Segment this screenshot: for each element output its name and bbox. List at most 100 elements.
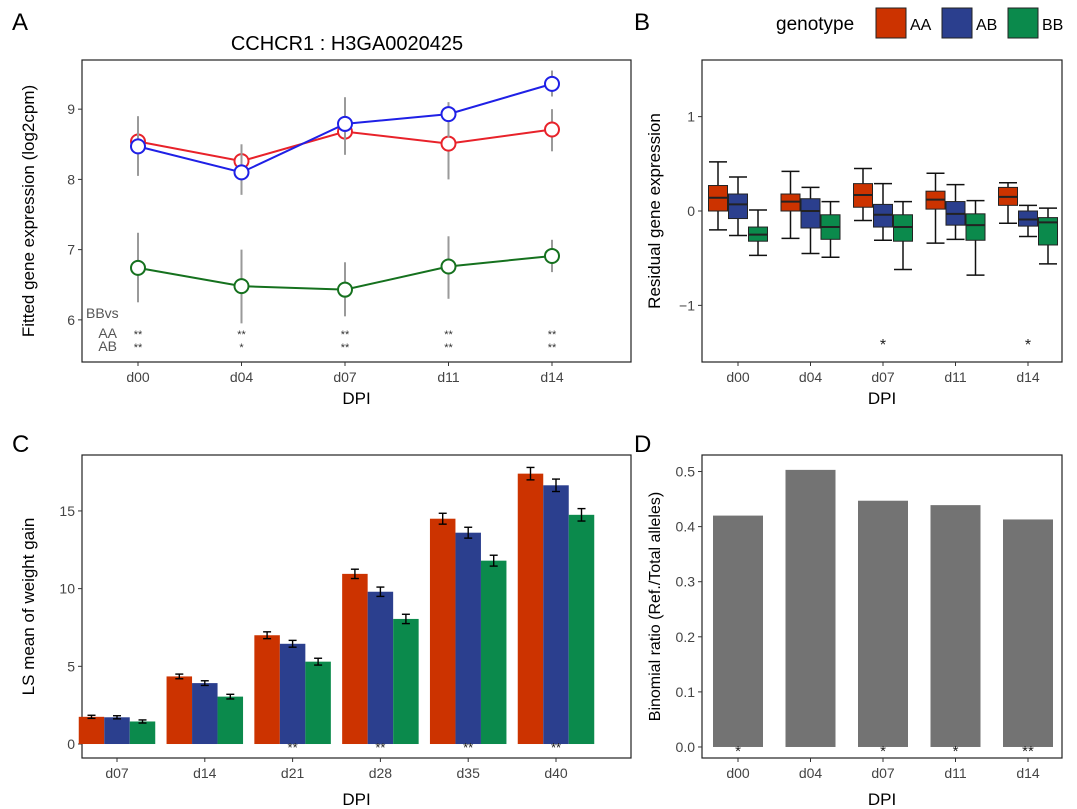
y-tick-label: 0.4 bbox=[676, 519, 696, 535]
box-ab bbox=[728, 193, 748, 220]
annotation-row-label: AA bbox=[98, 325, 117, 341]
significance-mark: ** bbox=[341, 329, 350, 341]
x-tick-label: d11 bbox=[437, 369, 460, 385]
x-tick-label: d14 bbox=[1016, 369, 1040, 385]
bar bbox=[930, 505, 981, 747]
data-point-bb bbox=[544, 247, 560, 264]
data-point-ab bbox=[440, 106, 457, 123]
box-ab bbox=[800, 198, 821, 229]
x-tick-label: d07 bbox=[105, 765, 129, 781]
annotation-row-label: AB bbox=[98, 338, 117, 354]
y-tick-label: 0.0 bbox=[676, 739, 696, 755]
panel-letter-c: C bbox=[12, 431, 29, 458]
y-tick-label: 5 bbox=[67, 658, 75, 674]
annotation-header: BBvs bbox=[86, 305, 119, 321]
x-tick-label: d04 bbox=[230, 369, 254, 385]
x-tick-label: d07 bbox=[871, 765, 895, 781]
data-point-aa bbox=[440, 135, 457, 152]
x-tick-label: d00 bbox=[126, 369, 150, 385]
data-point-bb bbox=[337, 281, 353, 298]
data-point-bb bbox=[130, 259, 146, 276]
x-tick-label: d07 bbox=[871, 369, 895, 385]
plot-frame bbox=[81, 454, 632, 759]
significance-mark: ** bbox=[444, 329, 453, 341]
significance-mark: * bbox=[1025, 337, 1031, 354]
bar-ab bbox=[279, 643, 306, 745]
panel-letter-b: B bbox=[634, 9, 650, 36]
bar-bb bbox=[129, 721, 156, 745]
panel-c-bar-chart: 0 5 10 15 d07 d14 d21 d28 d35 d40 DPI LS mean of we… bbox=[19, 454, 632, 809]
legend-swatch-bb bbox=[1007, 7, 1039, 39]
bar-bb bbox=[217, 696, 244, 745]
legend-title: genotype bbox=[776, 14, 854, 35]
y-tick-label: 8 bbox=[67, 171, 75, 187]
significance-mark: ** bbox=[237, 329, 246, 341]
x-axis-label: DPI bbox=[868, 389, 896, 408]
bar-bb bbox=[480, 560, 507, 745]
significance-mark: ** bbox=[551, 740, 561, 755]
legend-label-bb: BB bbox=[1042, 17, 1063, 34]
x-tick-label: d40 bbox=[544, 765, 568, 781]
y-tick-label: 0.1 bbox=[676, 684, 696, 700]
x-axis-label: DPI bbox=[868, 790, 896, 809]
panel-letter-d: D bbox=[634, 431, 651, 458]
bar-bb bbox=[568, 514, 595, 745]
y-tick-label: 0.2 bbox=[676, 629, 696, 645]
y-tick-label: 7 bbox=[67, 242, 75, 258]
bar-aa bbox=[429, 518, 456, 745]
x-tick-label: d07 bbox=[333, 369, 357, 385]
significance-mark: ** bbox=[463, 740, 473, 755]
bar-aa bbox=[517, 473, 544, 745]
box-bb bbox=[965, 213, 986, 241]
legend-label-aa: AA bbox=[910, 17, 932, 34]
legend-swatch-ab bbox=[941, 7, 973, 39]
significance-mark: ** bbox=[288, 740, 298, 755]
x-tick-label: d28 bbox=[369, 765, 393, 781]
y-tick-label: −1 bbox=[679, 297, 695, 313]
panel-a-title: CCHCR1 : H3GA0020425 bbox=[231, 33, 463, 55]
data-point-bb bbox=[233, 278, 250, 295]
panel-a-line-chart: 6 7 8 9 d00 d04 d07 d11 d14 DPI Fitted gene expres… bbox=[19, 59, 632, 408]
significance-mark: ** bbox=[134, 329, 143, 341]
significance-mark: ** bbox=[341, 342, 350, 354]
bar-aa bbox=[254, 635, 280, 745]
y-tick-label: 0 bbox=[67, 736, 75, 752]
y-tick-label: 9 bbox=[67, 101, 75, 117]
bar bbox=[1003, 519, 1053, 747]
panel-b-box-plot: −1 0 1 d00 d04 d07 d11 d14 DPI Residual gene expr… bbox=[645, 59, 1063, 408]
plot-frame bbox=[701, 454, 1063, 759]
significance-mark: ** bbox=[548, 342, 557, 354]
data-point-aa bbox=[544, 121, 560, 138]
significance-mark: * bbox=[735, 743, 741, 760]
significance-mark: * bbox=[953, 743, 959, 760]
significance-mark: ** bbox=[1022, 743, 1034, 760]
y-axis-label: Residual gene expression bbox=[645, 113, 664, 309]
x-tick-label: d21 bbox=[281, 765, 305, 781]
y-tick-label: 15 bbox=[59, 503, 75, 519]
data-point-ab bbox=[233, 164, 250, 181]
significance-mark: ** bbox=[134, 342, 143, 354]
x-tick-label: d11 bbox=[944, 765, 967, 781]
y-tick-label: 6 bbox=[67, 312, 75, 328]
bar-aa bbox=[342, 573, 368, 745]
bar bbox=[858, 500, 908, 747]
x-tick-label: d11 bbox=[944, 369, 967, 385]
bar-ab bbox=[543, 485, 569, 745]
y-tick-label: 0 bbox=[687, 203, 695, 219]
significance-mark: ** bbox=[548, 329, 557, 341]
bar bbox=[713, 515, 763, 747]
y-tick-label: 10 bbox=[59, 581, 75, 597]
significance-mark: * bbox=[880, 337, 886, 354]
panel-letter-a: A bbox=[12, 9, 28, 36]
bar-ab bbox=[455, 532, 481, 745]
y-tick-label: 1 bbox=[687, 109, 695, 125]
bar-ab bbox=[367, 591, 394, 745]
significance-mark: ** bbox=[444, 342, 453, 354]
significance-mark: * bbox=[880, 743, 886, 760]
panel-d-bar-chart: 0.0 0.1 0.2 0.3 0.4 0.5 d00 d04 d07 d11 d14 DPI Bino… bbox=[647, 454, 1063, 809]
genotype-legend: genotype AA AB BB bbox=[776, 7, 1063, 39]
x-tick-label: d14 bbox=[540, 369, 564, 385]
x-tick-label: d04 bbox=[799, 369, 823, 385]
x-tick-label: d04 bbox=[799, 765, 823, 781]
data-point-ab bbox=[337, 115, 353, 132]
